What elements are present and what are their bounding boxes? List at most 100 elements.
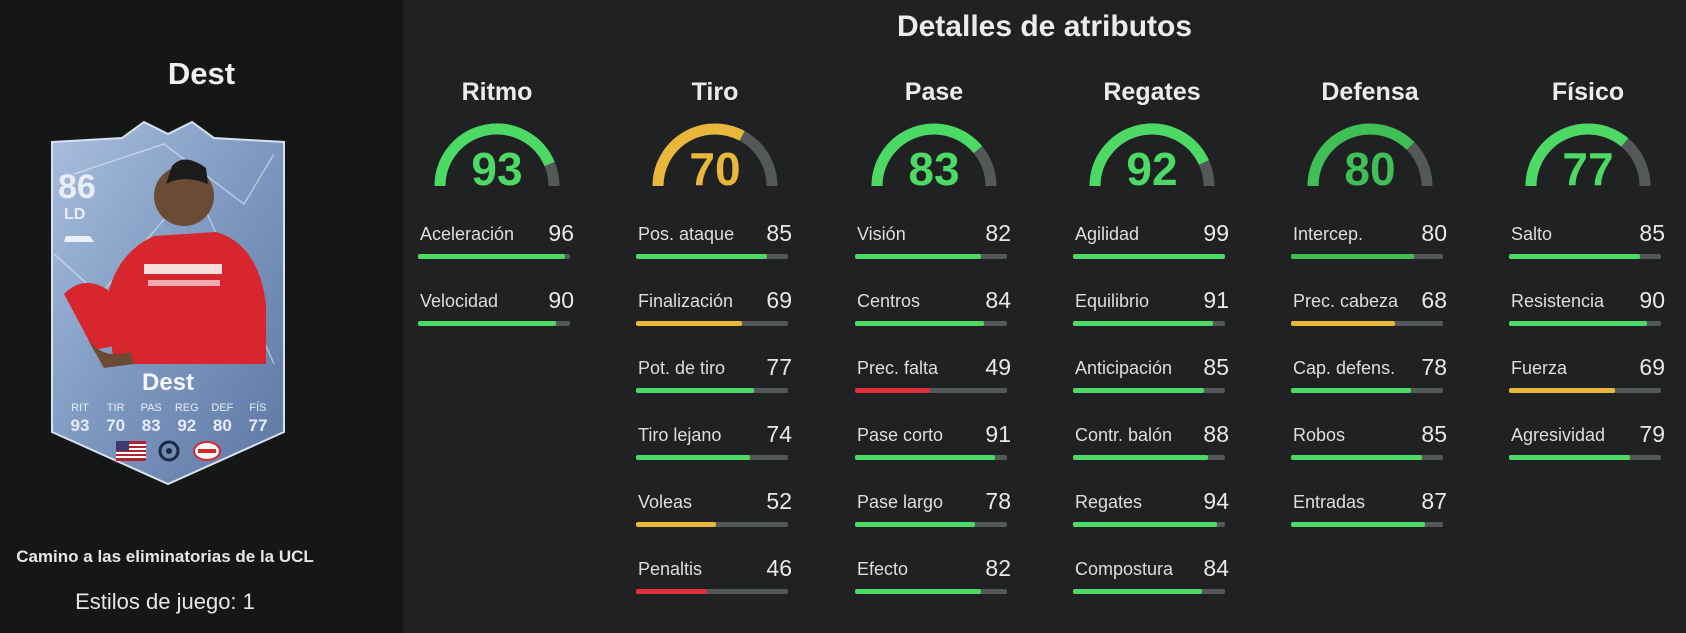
- attribute-bar-track: [636, 388, 788, 393]
- attribute-row[interactable]: Agresividad 79: [1509, 421, 1667, 465]
- attribute-row[interactable]: Resistencia 90: [1509, 287, 1667, 331]
- attribute-bar-track: [855, 589, 1007, 594]
- category-gauge: [871, 123, 997, 187]
- attribute-name: Voleas: [638, 492, 693, 512]
- attribute-name: Finalización: [638, 291, 734, 311]
- attribute-bar-track: [418, 321, 570, 326]
- attribute-row[interactable]: Regates 94: [1073, 488, 1231, 532]
- gauge-fill: [434, 123, 555, 187]
- attribute-bar-track: [1291, 254, 1443, 259]
- gauge-fill: [1525, 123, 1629, 187]
- attribute-bar-fill: [1073, 589, 1202, 594]
- attribute-bar-track: [1073, 589, 1225, 594]
- attribute-name: Prec. cabeza: [1293, 291, 1399, 311]
- category-column-2: Pase 83 Visión 82 Centros 84 Prec. falta 49 Pase…: [855, 78, 1013, 594]
- attribute-row[interactable]: Entradas 87: [1291, 488, 1449, 532]
- category-name: Tiro: [691, 78, 739, 106]
- card-stat: FÍS 77: [242, 402, 274, 436]
- attribute-row[interactable]: Tiro lejano 74: [636, 421, 794, 465]
- attribute-bar-track: [855, 455, 1007, 460]
- attribute-name: Prec. falta: [857, 358, 939, 378]
- card-stat: PAS 83: [135, 402, 167, 436]
- attribute-bar-fill: [1073, 254, 1225, 259]
- attribute-row[interactable]: Salto 85: [1509, 220, 1667, 264]
- attribute-name: Salto: [1511, 224, 1553, 244]
- attribute-row[interactable]: Agilidad 99: [1073, 220, 1231, 264]
- club-crest-icon: [193, 441, 221, 461]
- attribute-bar-fill: [855, 455, 995, 460]
- category-name: Ritmo: [461, 78, 533, 106]
- attribute-row[interactable]: Finalización 69: [636, 287, 794, 331]
- attribute-bar-fill: [855, 321, 984, 326]
- attribute-row[interactable]: Voleas 52: [636, 488, 794, 532]
- attribute-row[interactable]: Pase corto 91: [855, 421, 1013, 465]
- playstyles-label[interactable]: Estilos de juego: 1: [75, 589, 255, 614]
- attribute-row[interactable]: Pot. de tiro 77: [636, 354, 794, 398]
- attribute-bar-fill: [1073, 321, 1213, 326]
- attribute-row[interactable]: Visión 82: [855, 220, 1013, 264]
- attribute-bar-fill: [1509, 455, 1631, 460]
- attribute-value: 84: [1203, 555, 1229, 581]
- card-player-name: Dest: [141, 369, 195, 396]
- attribute-row[interactable]: Penaltis 46: [636, 555, 794, 599]
- attribute-value: 78: [1421, 354, 1447, 380]
- category-gauge: [1089, 123, 1215, 187]
- card-stats: RIT 93 TIR 70 PAS 83 REG 92 DEF 80 FÍS 77: [64, 402, 274, 436]
- attribute-value: 80: [1421, 220, 1447, 246]
- category-name: Pase: [904, 78, 964, 106]
- attribute-name: Agilidad: [1075, 224, 1140, 244]
- attribute-row[interactable]: Contr. balón 88: [1073, 421, 1231, 465]
- attribute-row[interactable]: Fuerza 69: [1509, 354, 1667, 398]
- card-stat: DEF 80: [206, 402, 238, 436]
- attribute-name: Pase largo: [857, 492, 944, 512]
- attribute-bar-track: [636, 254, 788, 259]
- league-logo-icon: [158, 440, 180, 462]
- gauge-fill: [871, 123, 983, 187]
- card-stat-label: REG: [174, 402, 199, 414]
- attribute-value: 91: [985, 421, 1011, 447]
- attribute-bar-track: [636, 321, 788, 326]
- attribute-row[interactable]: Aceleración 96: [418, 220, 576, 264]
- player-card[interactable]: 86 LD Dest RIT 93 TIR 70 PAS 83 REG 92 DEF 80…: [44, 114, 292, 488]
- attribute-name: Centros: [857, 291, 921, 311]
- attribute-row[interactable]: Intercep. 80: [1291, 220, 1449, 264]
- attribute-name: Tiro lejano: [638, 425, 722, 445]
- card-stat-value: 70: [106, 416, 126, 435]
- attribute-name: Entradas: [1293, 492, 1366, 512]
- category-column-4: Defensa 80 Intercep. 80 Prec. cabeza 68 Cap. d…: [1291, 78, 1449, 527]
- attribute-row[interactable]: Prec. cabeza 68: [1291, 287, 1449, 331]
- attribute-row[interactable]: Cap. defens. 78: [1291, 354, 1449, 398]
- attribute-row[interactable]: Equilibrio 91: [1073, 287, 1231, 331]
- attribute-row[interactable]: Pos. ataque 85: [636, 220, 794, 264]
- attribute-value: 49: [985, 354, 1011, 380]
- attribute-value: 90: [1639, 287, 1665, 313]
- attribute-value: 87: [1421, 488, 1447, 514]
- category-name: Defensa: [1321, 78, 1419, 106]
- attribute-bar-track: [1073, 455, 1225, 460]
- attribute-bar-fill: [1073, 522, 1218, 527]
- player-photo: [64, 159, 266, 368]
- attribute-row[interactable]: Efecto 82: [855, 555, 1013, 599]
- attribute-bar-fill: [418, 321, 557, 326]
- attribute-bar-fill: [855, 589, 981, 594]
- category-name: Regates: [1103, 78, 1201, 106]
- category-gauge: [1525, 123, 1651, 187]
- card-stat-label: RIT: [71, 402, 89, 414]
- attribute-row[interactable]: Velocidad 90: [418, 287, 576, 331]
- attribute-name: Pot. de tiro: [638, 358, 726, 378]
- attribute-row[interactable]: Prec. falta 49: [855, 354, 1013, 398]
- attribute-value: 96: [548, 220, 574, 246]
- attribute-row[interactable]: Centros 84: [855, 287, 1013, 331]
- attribute-row[interactable]: Compostura 84: [1073, 555, 1231, 599]
- attribute-row[interactable]: Pase largo 78: [855, 488, 1013, 532]
- attribute-bar-fill: [1073, 388, 1204, 393]
- attribute-value: 85: [1203, 354, 1229, 380]
- card-stat-value: 83: [141, 416, 161, 435]
- attribute-value: 90: [548, 287, 574, 313]
- attribute-row[interactable]: Anticipación 85: [1073, 354, 1231, 398]
- promo-label: Camino a las eliminatorias de la UCL: [16, 547, 314, 566]
- attribute-value: 82: [985, 220, 1011, 246]
- attribute-value: 91: [1203, 287, 1229, 313]
- attribute-row[interactable]: Robos 85: [1291, 421, 1449, 465]
- attribute-name: Penaltis: [638, 559, 703, 579]
